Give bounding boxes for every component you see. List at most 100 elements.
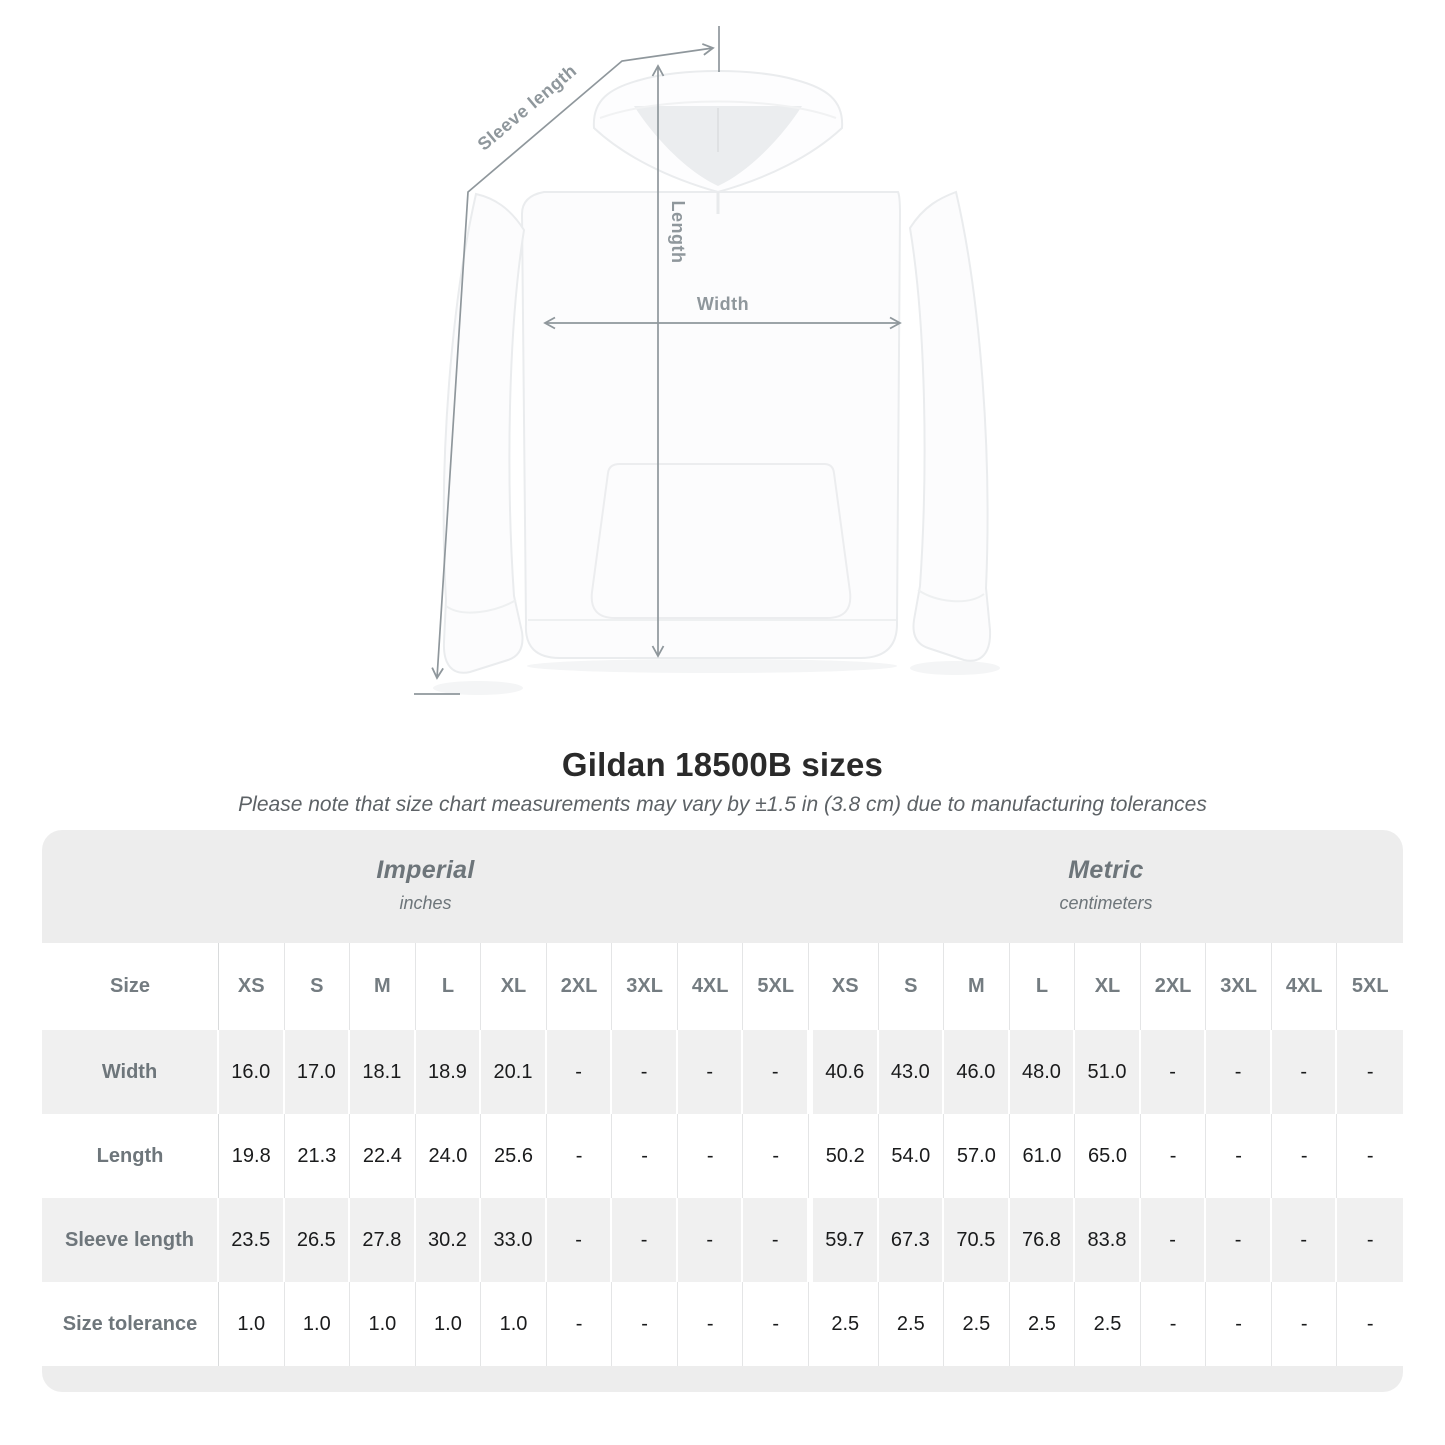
length-label: Length bbox=[668, 201, 688, 264]
value-cell: - bbox=[546, 1282, 613, 1366]
value-cell: 1.0 bbox=[219, 1282, 285, 1366]
value-cell: 76.8 bbox=[1009, 1198, 1076, 1282]
value-cell: 43.0 bbox=[878, 1030, 945, 1114]
value-cell: 24.0 bbox=[415, 1114, 482, 1198]
size-column-header: L bbox=[415, 943, 482, 1030]
size-table: Imperial inches Metric centimeters Size X… bbox=[42, 830, 1403, 1392]
value-cell: - bbox=[743, 1198, 809, 1282]
value-cell: 2.5 bbox=[813, 1282, 879, 1366]
row-label-cell: Size tolerance bbox=[42, 1282, 219, 1366]
metric-section-title: Metric bbox=[1068, 856, 1144, 884]
table-row: Width 16.0 17.0 18.1 18.9 20.1- - - -40.6 43.0 46.… bbox=[42, 1030, 1403, 1114]
value-cell: - bbox=[1271, 1282, 1338, 1366]
section-divider bbox=[809, 1198, 813, 1282]
value-cell: 2.5 bbox=[944, 1282, 1010, 1366]
size-column-header: 4XL bbox=[1271, 943, 1338, 1030]
size-column-header: 5XL bbox=[1337, 943, 1403, 1030]
hoodie-measurement-diagram: Sleeve length Length Width bbox=[414, 26, 1000, 695]
value-cell: - bbox=[1337, 1030, 1403, 1114]
value-cell: 1.0 bbox=[481, 1282, 547, 1366]
value-cell: - bbox=[743, 1282, 809, 1366]
table-row: Size tolerance 1.0 1.0 1.0 1.0 1.0- - - -2.5 2.5 2… bbox=[42, 1282, 1403, 1366]
value-cell: - bbox=[546, 1114, 613, 1198]
value-cell: 20.1 bbox=[481, 1030, 547, 1114]
row-label-cell: Length bbox=[42, 1114, 219, 1198]
value-cell: - bbox=[1337, 1198, 1403, 1282]
value-cell: 30.2 bbox=[415, 1198, 482, 1282]
table-header-row: Size XS S M L XL 2XL 3XL 4XL 5XL XS S M L XL 2XL 3XL 4XL 5… bbox=[42, 943, 1403, 1030]
unit-section-band: Imperial inches Metric centimeters bbox=[42, 830, 1403, 943]
value-cell: 40.6 bbox=[813, 1030, 879, 1114]
value-cell: 46.0 bbox=[944, 1030, 1010, 1114]
value-cell: 2.5 bbox=[1009, 1282, 1076, 1366]
row-label-cell: Sleeve length bbox=[42, 1198, 219, 1282]
value-cell: 50.2 bbox=[813, 1114, 879, 1198]
value-cell: - bbox=[743, 1114, 809, 1198]
metric-section-header: Metric centimeters bbox=[809, 830, 1403, 943]
size-column-header: XL bbox=[481, 943, 547, 1030]
value-cell: 17.0 bbox=[284, 1030, 351, 1114]
page-title: Gildan 18500B sizes bbox=[561, 746, 884, 783]
value-cell: 65.0 bbox=[1075, 1114, 1141, 1198]
value-cell: 51.0 bbox=[1075, 1030, 1141, 1114]
size-column-header: XL bbox=[1075, 943, 1141, 1030]
value-cell: - bbox=[1206, 1114, 1272, 1198]
value-cell: - bbox=[1140, 1030, 1207, 1114]
table-footer-strip bbox=[42, 1366, 1403, 1392]
value-cell: - bbox=[1271, 1114, 1338, 1198]
value-cell: - bbox=[546, 1198, 613, 1282]
value-cell: - bbox=[1271, 1030, 1338, 1114]
value-cell: - bbox=[1206, 1282, 1272, 1366]
size-column-header: XS bbox=[813, 943, 879, 1030]
value-cell: - bbox=[743, 1030, 809, 1114]
value-cell: 25.6 bbox=[481, 1114, 547, 1198]
section-divider bbox=[809, 1114, 813, 1198]
sleeve-length-label: Sleeve length bbox=[474, 60, 581, 154]
hoodie-right-sleeve bbox=[908, 190, 992, 662]
hoodie-right-cuff-seam bbox=[917, 589, 985, 603]
value-cell: 26.5 bbox=[284, 1198, 351, 1282]
size-column-header: 2XL bbox=[1140, 943, 1207, 1030]
value-cell: - bbox=[1140, 1198, 1207, 1282]
size-column-header: 5XL bbox=[743, 943, 809, 1030]
value-cell: 67.3 bbox=[878, 1198, 945, 1282]
value-cell: 27.8 bbox=[350, 1198, 416, 1282]
value-cell: - bbox=[612, 1282, 678, 1366]
size-column-header: 4XL bbox=[677, 943, 744, 1030]
value-cell: - bbox=[612, 1198, 678, 1282]
value-cell: - bbox=[1337, 1282, 1403, 1366]
size-column-header: 3XL bbox=[1206, 943, 1272, 1030]
table-row: Length 19.8 21.3 22.4 24.0 25.6- - - -50.2 54.0 57… bbox=[42, 1114, 1403, 1198]
value-cell: - bbox=[677, 1282, 744, 1366]
value-cell: 54.0 bbox=[878, 1114, 945, 1198]
value-cell: - bbox=[612, 1030, 678, 1114]
size-column-header: L bbox=[1009, 943, 1076, 1030]
value-cell: 18.1 bbox=[350, 1030, 416, 1114]
imperial-section-unit: inches bbox=[399, 893, 452, 913]
size-table-body: Size XS S M L XL 2XL 3XL 4XL 5XL XS S M L XL 2XL 3XL 4XL 5… bbox=[42, 943, 1403, 1366]
size-column-header: 2XL bbox=[546, 943, 613, 1030]
value-cell: 2.5 bbox=[878, 1282, 945, 1366]
value-cell: - bbox=[677, 1030, 744, 1114]
width-label: Width bbox=[697, 294, 749, 314]
row-label-cell: Width bbox=[42, 1030, 219, 1114]
value-cell: 61.0 bbox=[1009, 1114, 1076, 1198]
value-cell: 22.4 bbox=[350, 1114, 416, 1198]
size-column-header: M bbox=[944, 943, 1010, 1030]
imperial-section-title: Imperial bbox=[376, 856, 475, 884]
table-row: Sleeve length 23.5 26.5 27.8 30.2 33.0- - - -59.… bbox=[42, 1198, 1403, 1282]
value-cell: 48.0 bbox=[1009, 1030, 1076, 1114]
section-divider bbox=[809, 943, 813, 1030]
value-cell: - bbox=[1206, 1198, 1272, 1282]
value-cell: 23.5 bbox=[219, 1198, 285, 1282]
size-column-header: 3XL bbox=[612, 943, 678, 1030]
value-cell: 57.0 bbox=[944, 1114, 1010, 1198]
sleeve-length-arrow bbox=[431, 43, 715, 680]
value-cell: 59.7 bbox=[813, 1198, 879, 1282]
imperial-section-header: Imperial inches bbox=[42, 830, 809, 943]
size-column-header: S bbox=[284, 943, 351, 1030]
value-cell: - bbox=[677, 1114, 744, 1198]
value-cell: - bbox=[1206, 1030, 1272, 1114]
value-cell: - bbox=[546, 1030, 613, 1114]
